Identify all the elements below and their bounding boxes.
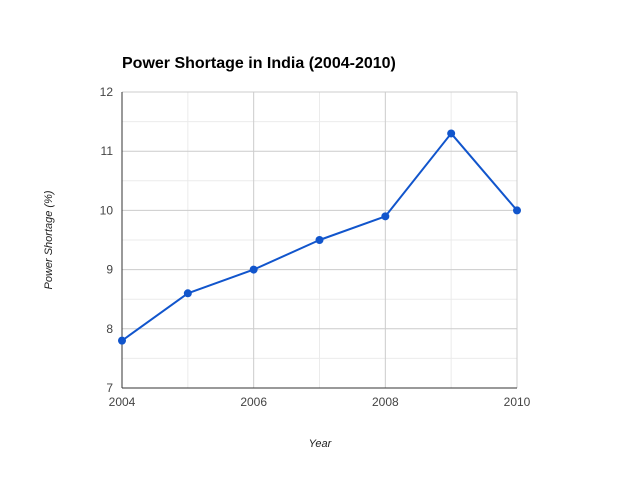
x-tick-label: 2004 bbox=[109, 395, 136, 409]
y-tick-label: 10 bbox=[100, 203, 114, 217]
data-point bbox=[118, 336, 126, 345]
data-point bbox=[315, 236, 324, 244]
y-tick-label: 9 bbox=[106, 263, 113, 277]
tick-labels: 7 8 9 10 11 12 2004 2006 2008 2010 bbox=[100, 85, 531, 409]
y-tick-label: 8 bbox=[106, 322, 113, 336]
chart-title: Power Shortage in India (2004-2010) bbox=[122, 55, 396, 72]
data-point bbox=[447, 129, 456, 138]
x-tick-label: 2010 bbox=[504, 395, 531, 409]
y-tick-label: 12 bbox=[100, 85, 114, 99]
x-tick-label: 2006 bbox=[240, 395, 267, 409]
grid bbox=[122, 91, 518, 388]
data-point bbox=[381, 212, 390, 221]
y-axis-label: Power Shortage (%) bbox=[43, 190, 55, 289]
data-point bbox=[183, 289, 192, 298]
y-tick-label: 7 bbox=[106, 381, 113, 395]
y-tick-label: 11 bbox=[101, 144, 114, 158]
x-axis-label: Year bbox=[309, 438, 333, 450]
data-points bbox=[118, 129, 521, 345]
data-point bbox=[249, 265, 258, 274]
x-tick-label: 2008 bbox=[372, 395, 399, 409]
data-point bbox=[513, 206, 521, 215]
